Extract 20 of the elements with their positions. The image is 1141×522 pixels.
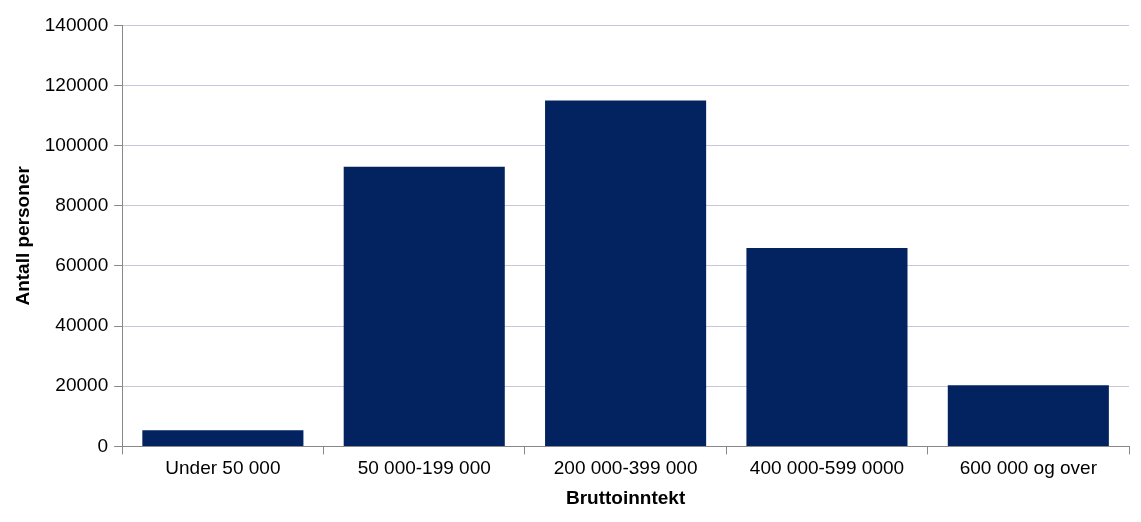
bar [545, 100, 707, 446]
x-tick-label: 400 000-599 0000 [749, 457, 905, 479]
y-tick-label: 0 [97, 434, 109, 456]
x-tick-label: 200 000-399 000 [553, 457, 698, 479]
y-tick-label: 60000 [55, 254, 109, 276]
y-tick-label: 100000 [44, 133, 109, 155]
x-tick-label: Under 50 000 [165, 457, 281, 479]
x-tick-label: 50 000-199 000 [357, 457, 491, 479]
x-axis-title: Bruttoinntekt [565, 486, 686, 508]
bar [142, 430, 304, 446]
y-tick-label: 120000 [44, 73, 109, 95]
y-tick-label: 140000 [44, 13, 109, 35]
y-axis-title: Antall personer [11, 165, 33, 306]
bar [343, 166, 505, 446]
y-tick-label: 40000 [55, 314, 109, 336]
x-tick-label: 600 000 og over [959, 457, 1098, 479]
bar [947, 385, 1109, 446]
y-tick-label: 80000 [55, 194, 109, 216]
bar [746, 247, 908, 446]
y-tick-label: 20000 [55, 374, 109, 396]
